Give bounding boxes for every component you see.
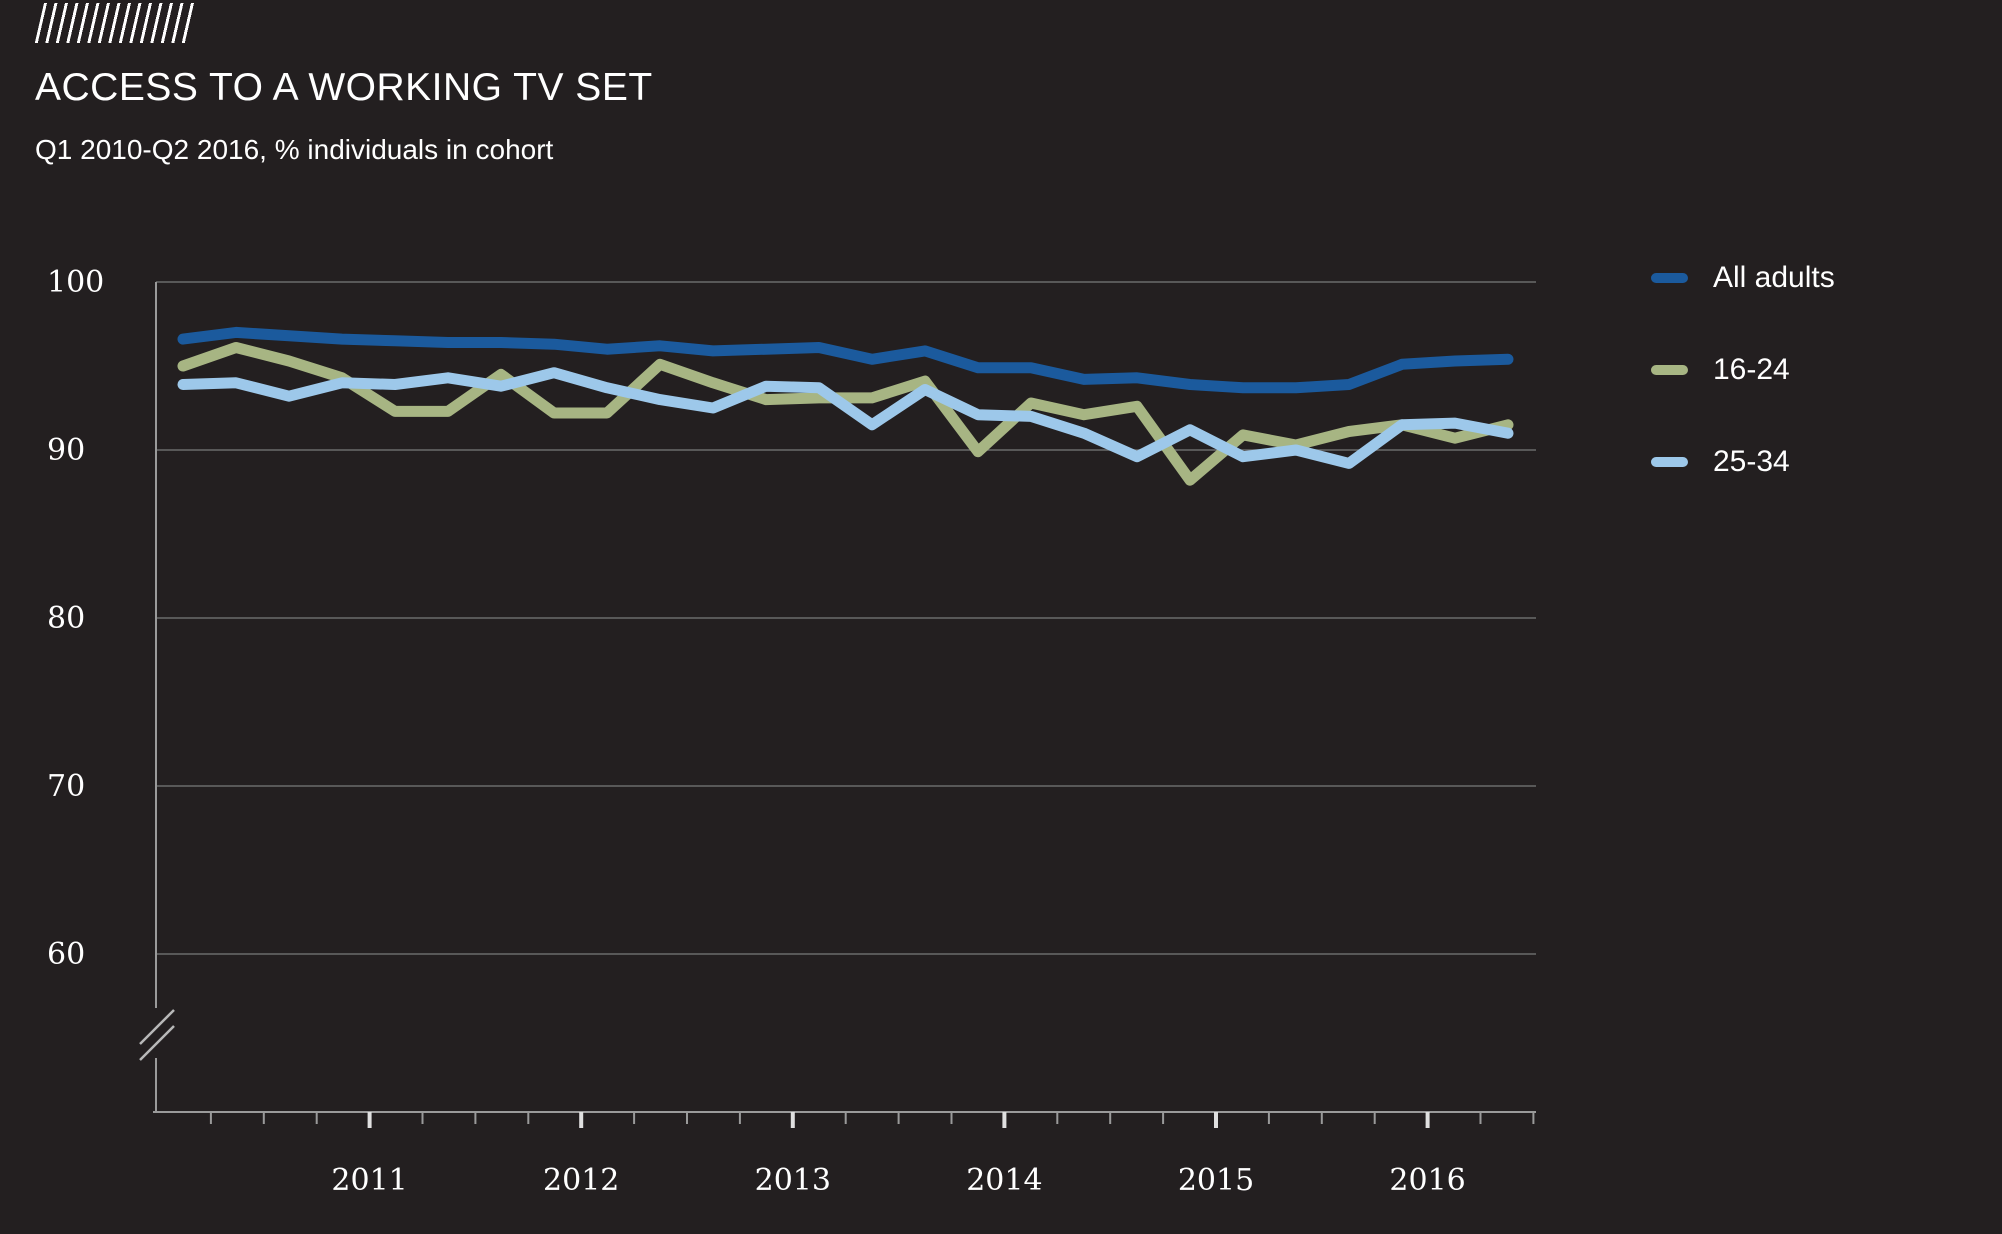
x-axis-year-label: 2015 <box>1178 1163 1254 1198</box>
y-axis-label: 100 <box>47 265 104 300</box>
series-line-16-24 <box>177 342 1514 486</box>
plot-line <box>139 1009 175 1045</box>
legend-item-25-34: 25-34 <box>1651 445 1790 479</box>
series-line-25-34 <box>177 367 1514 469</box>
chart-title: ACCESS TO A WORKING TV SET <box>35 66 653 109</box>
chart-subtitle: Q1 2010-Q2 2016, % individuals in cohort <box>35 134 554 165</box>
legend-item-all-adults: All adults <box>1651 261 1835 295</box>
x-axis-year-label: 2016 <box>1389 1163 1465 1198</box>
legend-label-25-34: 25-34 <box>1713 445 1790 478</box>
y-axis-label: 80 <box>47 601 85 636</box>
x-axis-year-label: 2012 <box>543 1163 619 1198</box>
legend-swatch-all-adults <box>1651 273 1688 283</box>
legend-label-all-adults: All adults <box>1713 261 1835 294</box>
legend-label-16-24: 16-24 <box>1713 353 1790 386</box>
series-line-all-adults <box>177 326 1514 394</box>
legend-swatch-25-34 <box>1651 457 1688 467</box>
plot-line <box>139 1025 175 1061</box>
x-axis-year-label: 2013 <box>755 1163 831 1198</box>
legend-item-16-24: 16-24 <box>1651 353 1790 387</box>
y-axis-label: 70 <box>47 769 85 804</box>
x-axis-year-label: 2011 <box>331 1163 407 1198</box>
y-axis-label: 60 <box>47 937 85 972</box>
legend-swatch-16-24 <box>1651 365 1688 375</box>
y-axis-label: 90 <box>47 433 85 468</box>
x-axis-year-label: 2014 <box>966 1163 1042 1198</box>
